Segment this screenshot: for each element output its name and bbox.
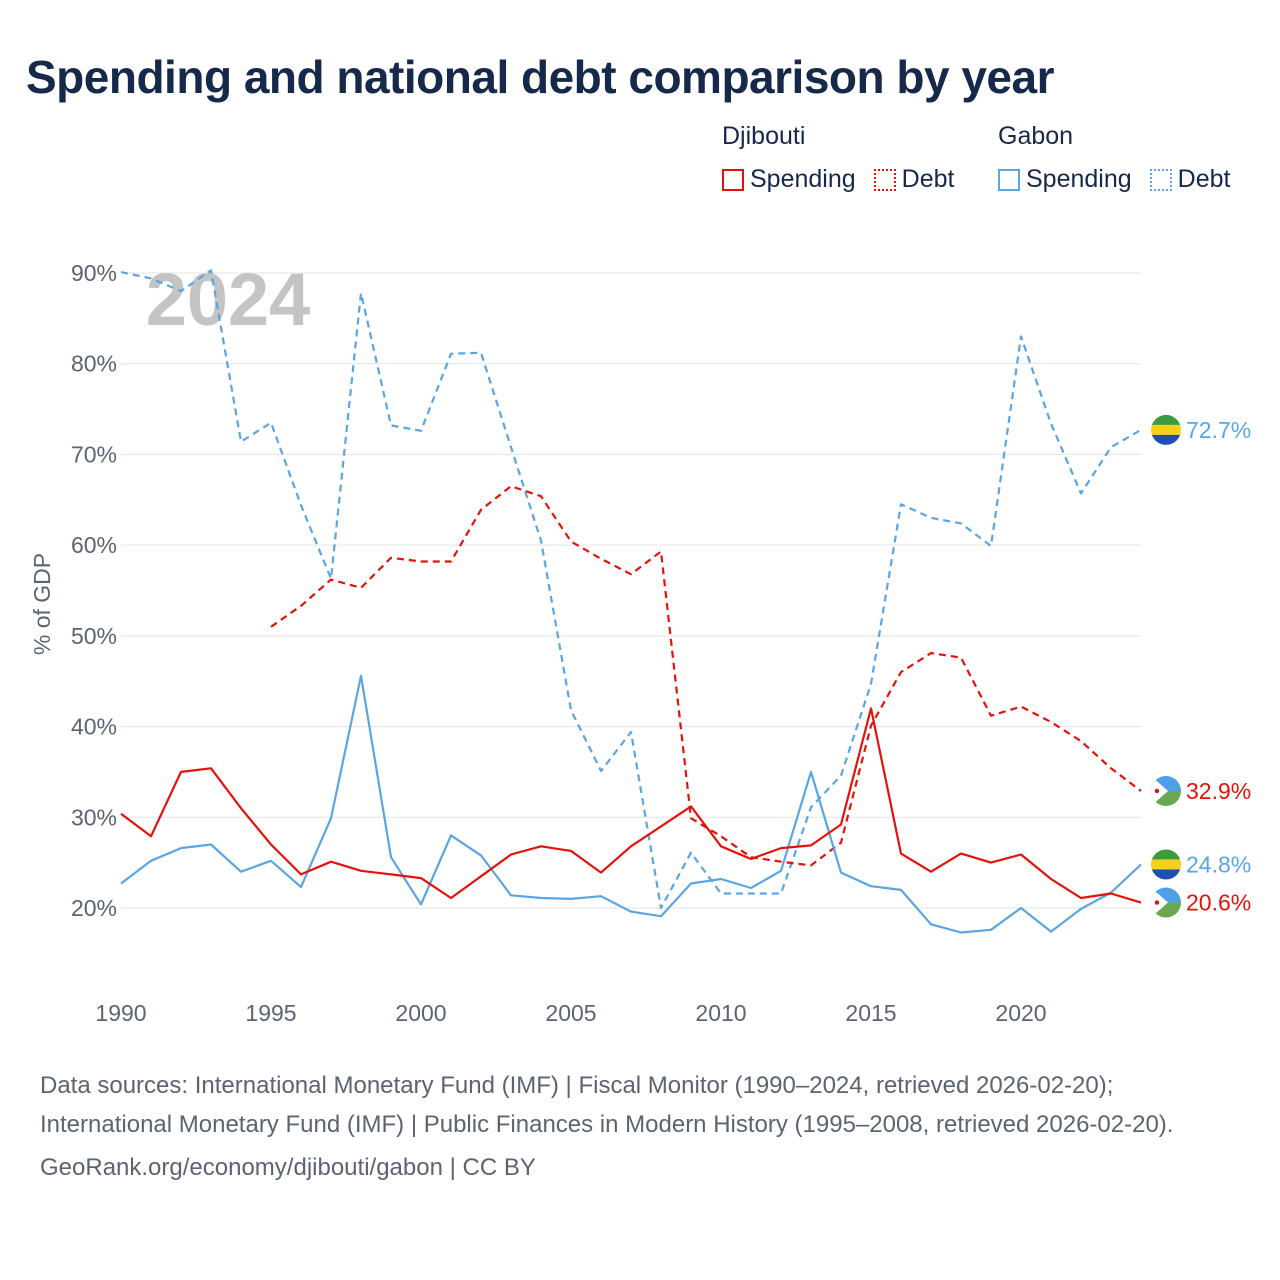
site-credit[interactable]: GeoRank.org/economy/djibouti/gabon | CC … (40, 1154, 536, 1181)
legend-djibouti-debt[interactable]: Debt (873, 165, 955, 194)
end-value-label: 24.8% (1186, 851, 1251, 877)
gabon-flag-icon (1151, 414, 1181, 445)
dotted-swatch-icon (873, 168, 896, 191)
y-tick-label: 90% (71, 260, 117, 286)
end-labels: 72.7% 32.9% 24.8% 20.6% (1151, 414, 1251, 918)
legend-gabon-debt[interactable]: Debt (1149, 165, 1231, 194)
end-value-label: 20.6% (1186, 890, 1251, 916)
year-watermark: 2024 (146, 258, 311, 341)
footer: Data sources: International Monetary Fun… (40, 1066, 1240, 1187)
y-tick-label: 20% (71, 895, 117, 921)
legend-gabon-spending[interactable]: Spending (998, 165, 1132, 194)
legend-djibouti: Djibouti Spending Debt (722, 122, 972, 194)
series-line-gabon-spending[interactable] (120, 674, 1142, 934)
y-tick-label: 60% (71, 532, 117, 558)
y-tick-label: 80% (71, 351, 117, 377)
solid-swatch-icon (722, 168, 744, 191)
legend-country-label: Djibouti (722, 122, 806, 150)
data-sources: Data sources: International Monetary Fun… (40, 1072, 1174, 1138)
legend-country-label: Gabon (998, 122, 1074, 150)
legend-item-label: Debt (1177, 165, 1231, 193)
series-lines (120, 269, 1142, 934)
gridlines (121, 272, 1141, 909)
x-tick-label: 2015 (845, 1000, 896, 1026)
x-tick-label: 2000 (395, 1000, 446, 1026)
end-value-label: 32.9% (1186, 778, 1251, 804)
series-line-gabon-debt[interactable] (120, 269, 1142, 910)
chart-title: Spending and national debt comparison by… (26, 51, 1055, 103)
end-value-label: 72.7% (1186, 417, 1251, 443)
series-line-djibouti-spending[interactable] (120, 707, 1142, 904)
legend-gabon: Gabon Spending Debt (998, 122, 1248, 194)
x-tick-label: 1990 (95, 1000, 146, 1026)
solid-swatch-icon (998, 168, 1020, 191)
y-tick-label: 50% (71, 623, 117, 649)
y-tick-label: 40% (71, 714, 117, 740)
legend-item-label: Debt (901, 165, 955, 193)
x-tick-label: 2010 (695, 1000, 746, 1026)
x-tick-label: 2020 (995, 1000, 1046, 1026)
legend-djibouti-spending[interactable]: Spending (722, 165, 856, 194)
y-axis-label: % of GDP (29, 553, 55, 655)
legend-item-label: Spending (750, 165, 856, 193)
x-tick-label: 1995 (245, 1000, 296, 1026)
djibouti-flag-icon (1151, 775, 1181, 806)
series-line-djibouti-debt[interactable] (270, 485, 1142, 867)
x-axis-ticks: 1990 1995 2000 2005 2010 2015 2020 (95, 1000, 1046, 1026)
legend-item-label: Spending (1026, 165, 1132, 193)
y-axis-ticks: 20% 30% 40% 50% 60% 70% 80% 90% (71, 260, 117, 921)
y-tick-label: 30% (71, 804, 117, 830)
dotted-swatch-icon (1149, 168, 1172, 191)
x-tick-label: 2005 (545, 1000, 596, 1026)
gabon-flag-icon (1151, 849, 1181, 880)
line-chart: 2024 20% 30% 40% 50% 60% 70% 80% 90% 1990 1995 20… (29, 258, 1251, 1026)
y-tick-label: 70% (71, 441, 117, 467)
djibouti-flag-icon (1151, 887, 1181, 918)
